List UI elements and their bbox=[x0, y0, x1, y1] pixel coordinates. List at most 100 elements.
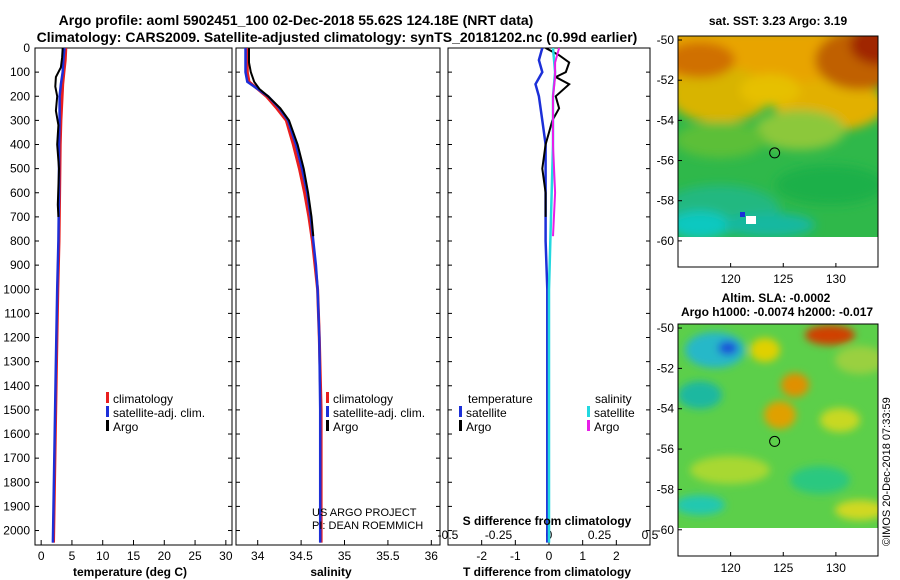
argo-location-marker bbox=[769, 435, 781, 447]
x-tick-label: 20 bbox=[158, 549, 172, 563]
pi-annotation: PI: DEAN ROEMMICH bbox=[312, 520, 423, 532]
depth-tick-label: 800 bbox=[10, 234, 30, 248]
legend-swatch-argo bbox=[326, 420, 329, 431]
depth-tick-label: 2000 bbox=[3, 524, 30, 538]
difference-x-axis: -2 -1 0 1 2 bbox=[476, 540, 620, 563]
depth-tick-label: 300 bbox=[10, 113, 30, 127]
temperature-argo-line bbox=[54, 48, 64, 217]
salinity-argo-line bbox=[248, 48, 315, 237]
x-tick-label: 35 bbox=[338, 549, 352, 563]
map-y-tick-label: -58 bbox=[657, 482, 675, 496]
x-tick-label: -1 bbox=[510, 549, 521, 563]
x-tick-label: 34 bbox=[251, 549, 265, 563]
t-difference-label: T difference from climatology bbox=[463, 565, 631, 579]
map-x-tick-label: 120 bbox=[721, 561, 741, 575]
legend-argo: Argo bbox=[333, 420, 359, 434]
depth-axis: 0 100 200 300 400 500 600 700 800 900 1000 1100 1200… bbox=[3, 41, 650, 538]
map-y-tick-label: -52 bbox=[657, 73, 675, 87]
x-tick-label: 1 bbox=[579, 549, 586, 563]
map-y-tick-label: -60 bbox=[657, 234, 675, 248]
difference-s-argo-line bbox=[552, 48, 561, 237]
map-x-tick-label: 125 bbox=[773, 561, 793, 575]
legend-climatology: climatology bbox=[113, 392, 173, 406]
legend-satellite: satellite-adj. clim. bbox=[333, 406, 425, 420]
legend-swatch-climatology bbox=[326, 392, 329, 403]
x-tick-label: 36 bbox=[425, 549, 439, 563]
sla-map-frame bbox=[677, 323, 879, 557]
depth-tick-label: 200 bbox=[10, 89, 30, 103]
salinity-climatology-line bbox=[245, 48, 323, 543]
legend-salinity-heading: salinity bbox=[595, 392, 632, 406]
difference-legend: temperature satellite Argo salinity sate… bbox=[459, 392, 635, 434]
salinity-x-axis: 34 34.5 35 35.5 36 bbox=[251, 540, 438, 563]
figure-title-line2: Climatology: CARS2009. Satellite-adjuste… bbox=[37, 29, 638, 45]
sla-map-subtitle: Argo h1000: -0.0074 h2000: -0.017 bbox=[681, 305, 873, 319]
difference-t-argo-line bbox=[541, 48, 571, 217]
salinity-legend: climatology satellite-adj. clim. Argo bbox=[326, 392, 425, 434]
sst-map-frame bbox=[677, 35, 879, 268]
legend-swatch-t-argo bbox=[459, 420, 462, 431]
x-tick-label: 2 bbox=[613, 549, 620, 563]
temperature-legend: climatology satellite-adj. clim. Argo bbox=[106, 392, 205, 434]
legend-swatch-satellite bbox=[326, 406, 329, 417]
x-tick-label: 34.5 bbox=[289, 549, 313, 563]
legend-satellite: satellite-adj. clim. bbox=[113, 406, 205, 420]
depth-tick-label: 600 bbox=[10, 186, 30, 200]
legend-swatch-s-argo bbox=[587, 420, 590, 431]
argo-location-marker bbox=[769, 147, 781, 159]
x-tick-label: 25 bbox=[188, 549, 202, 563]
depth-tick-label: 700 bbox=[10, 210, 30, 224]
map-y-tick-label: -56 bbox=[657, 154, 675, 168]
depth-tick-label: 400 bbox=[10, 138, 30, 152]
map-x-tick-label: 120 bbox=[721, 272, 741, 286]
sla-map-axes: 120 125 130 -50 -52 -54 -56 -58 -60 bbox=[657, 321, 847, 575]
legend-swatch-satellite bbox=[106, 406, 109, 417]
map-x-tick-label: 130 bbox=[826, 561, 846, 575]
salinity-x-label: salinity bbox=[310, 565, 352, 579]
difference-t-satellite-line bbox=[534, 48, 549, 543]
map-y-tick-label: -60 bbox=[657, 523, 675, 537]
x-tick-label: -2 bbox=[476, 549, 487, 563]
figure-title-line1: Argo profile: aoml 5902451_100 02-Dec-20… bbox=[59, 12, 534, 28]
legend-argo: Argo bbox=[113, 420, 139, 434]
salinity-plot-frame bbox=[235, 47, 441, 546]
x-tick-label: 35.5 bbox=[376, 549, 400, 563]
s-tick-label: 0.5 bbox=[642, 528, 659, 542]
depth-tick-label: 1000 bbox=[3, 282, 30, 296]
difference-panel: -2 -1 0 1 2 -0.5 -0.25 0 0.25 0.5 S difference f… bbox=[438, 47, 659, 579]
salinity-satellite-line bbox=[244, 48, 322, 543]
depth-tick-label: 1900 bbox=[3, 499, 30, 513]
depth-tick-label: 1600 bbox=[3, 427, 30, 441]
temperature-plot-frame bbox=[34, 47, 233, 546]
depth-tick-label: 1700 bbox=[3, 451, 30, 465]
legend-s-argo: Argo bbox=[594, 420, 620, 434]
map-y-tick-label: -50 bbox=[657, 33, 675, 47]
sst-map-title: sat. SST: 3.23 Argo: 3.19 bbox=[709, 14, 848, 28]
legend-swatch-s-satellite bbox=[587, 406, 590, 417]
legend-t-argo: Argo bbox=[466, 420, 492, 434]
sst-map-axes: 120 125 130 -50 -52 -54 -56 -58 -60 bbox=[657, 33, 847, 286]
depth-tick-label: 900 bbox=[10, 258, 30, 272]
depth-tick-label: 100 bbox=[10, 65, 30, 79]
temperature-x-label: temperature (deg C) bbox=[73, 565, 187, 579]
x-tick-label: 30 bbox=[219, 549, 233, 563]
x-tick-label: 0 bbox=[546, 549, 553, 563]
x-tick-label: 5 bbox=[69, 549, 76, 563]
map-x-tick-label: 130 bbox=[826, 272, 846, 286]
sla-field bbox=[678, 324, 878, 528]
map-y-tick-label: -54 bbox=[657, 402, 675, 416]
salinity-panel: 34 34.5 35 35.5 36 salinity climatology sate… bbox=[235, 47, 441, 579]
depth-tick-label: 1800 bbox=[3, 475, 30, 489]
depth-tick-label: 1300 bbox=[3, 355, 30, 369]
depth-tick-label: 500 bbox=[10, 162, 30, 176]
map-y-tick-label: -58 bbox=[657, 194, 675, 208]
s-tick-label: 0.25 bbox=[588, 528, 612, 542]
legend-t-satellite: satellite bbox=[466, 406, 507, 420]
legend-temperature-heading: temperature bbox=[468, 392, 533, 406]
sla-map: Altim. SLA: -0.0002 Argo h1000: -0.0074 … bbox=[657, 291, 879, 575]
legend-swatch-climatology bbox=[106, 392, 109, 403]
x-tick-label: 0 bbox=[38, 549, 45, 563]
temperature-panel: 0 5 10 15 20 25 30 temperature (deg C) climato… bbox=[34, 47, 233, 579]
x-tick-label: 15 bbox=[127, 549, 141, 563]
